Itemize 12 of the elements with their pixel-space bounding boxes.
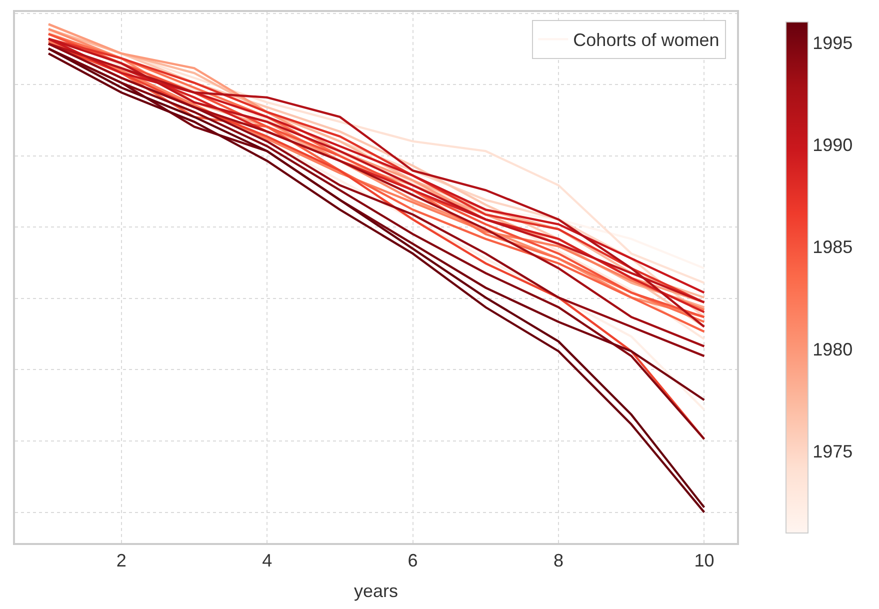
x-tick-label: 2: [116, 550, 126, 570]
x-tick-label: 10: [694, 550, 714, 570]
x-axis-title: years: [354, 580, 398, 601]
x-tick-label: 4: [262, 550, 272, 570]
color-bar-label: 1990: [812, 134, 853, 155]
color-bar-label: 1980: [812, 339, 853, 360]
color-bar-label: 1975: [812, 442, 853, 462]
x-tick-label: 8: [553, 550, 564, 570]
color-bar-label: 1995: [812, 32, 853, 53]
x-tick-label: 6: [408, 550, 418, 570]
color-bar-label: 1985: [812, 237, 853, 258]
legend-label: Cohorts of women: [573, 30, 720, 50]
